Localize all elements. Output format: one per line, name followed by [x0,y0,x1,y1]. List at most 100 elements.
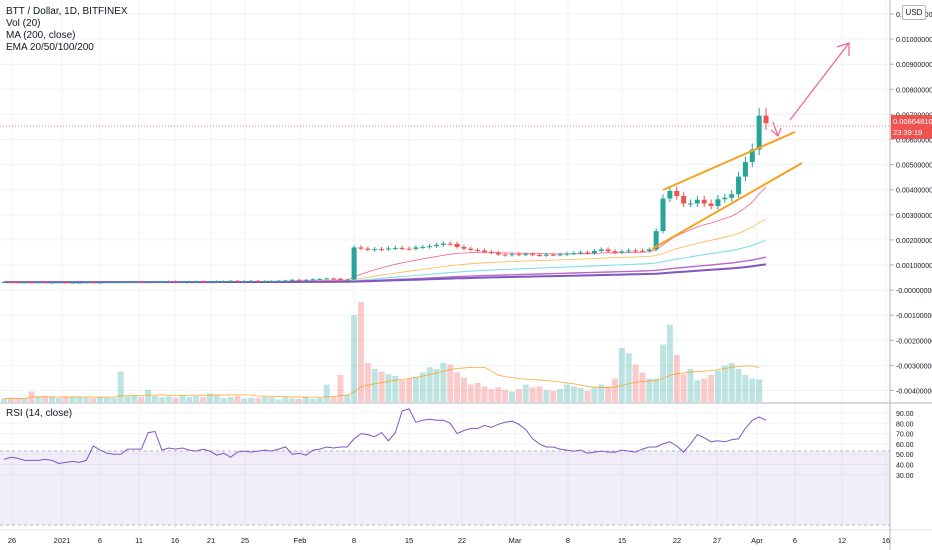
ma-legend[interactable]: MA (200, close) [6,30,76,41]
pullback-arrow[interactable] [770,121,782,138]
volume-bar [399,380,406,402]
volume-bar [220,398,227,402]
candle [1,282,7,284]
candles [1,108,769,284]
volume-bar [543,389,550,402]
volume-bar [83,397,90,402]
volume-bar [62,397,69,402]
candle [365,248,371,250]
candle [653,231,659,250]
volume-bar [241,398,248,402]
volume-bar [447,364,454,402]
rsi-legend[interactable]: RSI (14, close) [6,408,73,419]
volume-bar [193,395,200,402]
candle [612,251,618,253]
volume-bar [481,386,488,402]
volume-bar [536,386,543,402]
projection-arrow[interactable] [789,42,850,121]
volume-bar [749,378,756,402]
candle [358,247,364,249]
volume-bar [165,396,172,402]
candle [749,149,755,163]
x-tick-label: 26 [8,536,16,545]
candle [97,282,103,284]
volume-bar [584,390,591,402]
x-tick-label: 8 [566,536,570,545]
ema-line [4,186,767,283]
candle [447,243,453,245]
ema-lines [4,186,767,284]
volume-bar [694,380,701,402]
candle [351,247,357,280]
candle [605,249,611,252]
candle [70,282,76,284]
volume-bar [605,386,612,402]
volume-bar [714,370,721,402]
volume-legend[interactable]: Vol (20) [6,18,41,29]
candle [324,278,330,280]
y-tick-label: -0.00200000 [896,338,932,345]
candle [35,282,41,284]
candle [523,254,529,256]
candle [626,250,632,252]
volume-bar [248,397,255,402]
time-axis[interactable]: 26 2021 6 11 16 21 25 Feb 8 15 22 Mar 8 15 22 27 Apr 6 12 1… [8,536,890,545]
candle [8,282,14,284]
candle [440,243,446,245]
volume-bar [495,387,502,402]
volume-bar [138,396,145,402]
candle [550,254,556,256]
candle [413,247,419,249]
volume-bar [673,355,680,402]
volume-bar [152,395,159,402]
x-tick-label: 6 [793,536,797,545]
volume-bar [55,398,62,402]
candle [639,250,645,252]
candle [619,251,625,253]
candle [482,250,488,252]
ema-legend[interactable]: EMA 20/50/100/200 [6,42,94,53]
volume-bar [261,396,268,402]
volume-bar [42,395,49,402]
currency-button[interactable]: USD [902,5,926,20]
candle [159,281,165,283]
trend-line-upper[interactable] [662,131,796,191]
price-axis[interactable]: 0.011000000.010000000.009000000.00800000… [890,12,932,396]
volume-bar [371,368,378,402]
candle [303,279,309,281]
x-tick-label: 2021 [54,536,71,545]
candle [633,250,639,252]
candle [585,252,591,254]
volume-bar [433,368,440,402]
volume-bar [282,397,289,402]
volume-bar [557,388,564,402]
chart-title[interactable]: BTT / Dollar, 1D, BITFINEX [6,6,128,17]
candle [475,249,481,251]
trend-line-lower[interactable] [651,162,803,250]
volume-bar [364,362,371,402]
candle [694,199,700,204]
candle [276,280,282,282]
volume-bar [646,378,653,402]
candle [427,246,433,248]
y-tick-label: 0.00500000 [896,163,932,170]
y-tick-label: 0.00200000 [896,238,932,245]
volume-bar [172,397,179,402]
volume-bar [200,397,207,402]
x-tick-label: 25 [241,536,249,545]
volume-bar [474,382,481,402]
candle [90,282,96,284]
candle [598,249,604,251]
candle [372,249,378,251]
volume-bar [124,396,131,402]
volume-bar [563,384,570,402]
x-tick-label: Apr [751,536,763,545]
rsi-axis: 90.00 80.00 70.00 60.00 50.00 40.00 30.00 [896,411,914,480]
candle [557,254,563,256]
candle [420,246,426,248]
candle [454,243,460,247]
volume-bar [522,384,529,402]
y-tick-label: -0.00400000 [896,389,932,396]
candle [104,282,110,284]
